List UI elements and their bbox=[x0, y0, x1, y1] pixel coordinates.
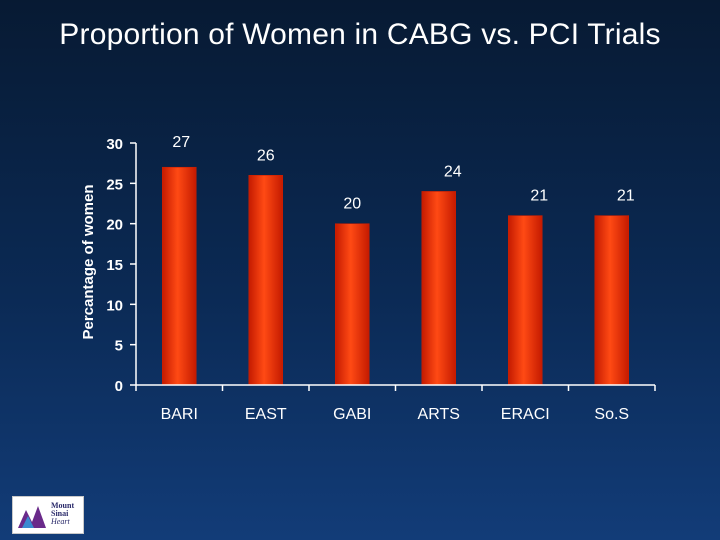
x-tick-label: ERACI bbox=[501, 406, 550, 423]
y-tick-label: 30 bbox=[106, 136, 123, 153]
data-label: 27 bbox=[172, 134, 190, 151]
labels: 27 BARI 26 EAST 20 GABI 24 ARTS 21 ERACI 21 So.S bbox=[161, 134, 635, 423]
y-tick-label: 20 bbox=[106, 217, 123, 234]
data-label: 21 bbox=[617, 188, 635, 205]
bar bbox=[508, 215, 543, 386]
bar bbox=[248, 175, 283, 386]
data-label: 24 bbox=[444, 163, 462, 180]
x-tick-label: ARTS bbox=[418, 406, 460, 423]
data-label: 26 bbox=[257, 147, 275, 164]
y-tick-label: 5 bbox=[115, 338, 123, 355]
x-tick-label: BARI bbox=[161, 406, 198, 423]
x-tick-label: EAST bbox=[245, 406, 287, 423]
data-label: 20 bbox=[343, 196, 361, 213]
axes: 0 5 10 15 20 25 30 bbox=[106, 136, 656, 395]
x-tick-label: GABI bbox=[333, 406, 371, 423]
data-label: 21 bbox=[530, 188, 548, 205]
y-axis-label: Percantage of women bbox=[80, 184, 97, 339]
mount-sinai-logo: Mount Sinai Heart bbox=[12, 496, 84, 534]
bar bbox=[594, 215, 629, 386]
y-tick-label: 25 bbox=[106, 176, 123, 193]
x-tick-label: So.S bbox=[594, 406, 629, 423]
y-tick-label: 10 bbox=[106, 297, 123, 314]
page-title: Proportion of Women in CABG vs. PCI Tria… bbox=[59, 18, 661, 51]
y-tick-label: 0 bbox=[115, 378, 123, 395]
bar bbox=[421, 191, 456, 386]
logo-text: Mount Sinai Heart bbox=[51, 501, 75, 526]
bar bbox=[162, 166, 197, 386]
y-tick-label: 15 bbox=[106, 257, 123, 274]
bar bbox=[335, 223, 370, 386]
bars bbox=[162, 166, 629, 386]
logo-mark-icon bbox=[18, 506, 46, 528]
